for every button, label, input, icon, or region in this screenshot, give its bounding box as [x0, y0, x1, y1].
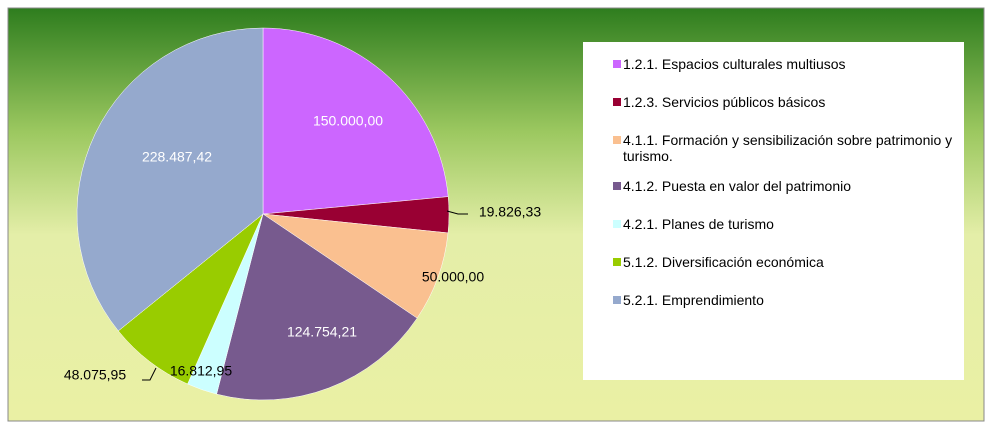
- legend-item: 4.1.2. Puesta en valor del patrimonio: [613, 178, 954, 194]
- legend-swatch: [613, 60, 621, 68]
- legend-label: 5.2.1. Emprendimiento: [623, 292, 764, 308]
- legend: 1.2.1. Espacios culturales multiusos 1.2.…: [583, 42, 964, 380]
- legend-item: 5.2.1. Emprendimiento: [613, 292, 954, 308]
- legend-item: 5.1.2. Diversificación económica: [613, 254, 954, 270]
- legend-label: 4.2.1. Planes de turismo: [623, 216, 774, 232]
- leader-line: [446, 210, 468, 215]
- data-label: 19.826,33: [479, 204, 541, 220]
- legend-swatch: [613, 220, 621, 228]
- data-label: 124.754,21: [287, 324, 357, 340]
- data-labels: 150.000,00 19.826,33 50.000,00 124.754,21 16…: [64, 113, 541, 383]
- data-label: 50.000,00: [422, 269, 484, 285]
- legend-item: 4.2.1. Planes de turismo: [613, 216, 954, 232]
- legend-item: 1.2.3. Servicios públicos básicos: [613, 94, 954, 110]
- legend-label: 1.2.3. Servicios públicos básicos: [623, 94, 826, 110]
- pie-slice: [216, 213, 418, 401]
- data-label: 48.075,95: [64, 367, 126, 383]
- legend-swatch: [613, 296, 621, 304]
- legend-label: 1.2.1. Espacios culturales multiusos: [623, 56, 846, 72]
- legend-swatch: [613, 136, 621, 144]
- legend-swatch: [613, 182, 621, 190]
- pie: [76, 27, 450, 401]
- legend-swatch: [613, 98, 621, 106]
- legend-swatch: [613, 258, 621, 266]
- legend-item: 4.1.1. Formación y sensibilización sobre…: [613, 132, 954, 164]
- legend-label: 4.1.1. Formación y sensibilización sobre…: [623, 132, 953, 164]
- data-label: 16.812,95: [170, 363, 232, 379]
- legend-label: 4.1.2. Puesta en valor del patrimonio: [623, 178, 852, 194]
- legend-label: 5.1.2. Diversificación económica: [623, 254, 824, 270]
- data-label: 228.487,42: [142, 149, 212, 165]
- data-label: 150.000,00: [313, 113, 383, 129]
- pie-slice: [262, 27, 449, 215]
- leader-line: [142, 367, 157, 381]
- pie-slice: [262, 213, 449, 319]
- pie-slice: [76, 27, 264, 332]
- legend-item: 1.2.1. Espacios culturales multiusos: [613, 56, 954, 72]
